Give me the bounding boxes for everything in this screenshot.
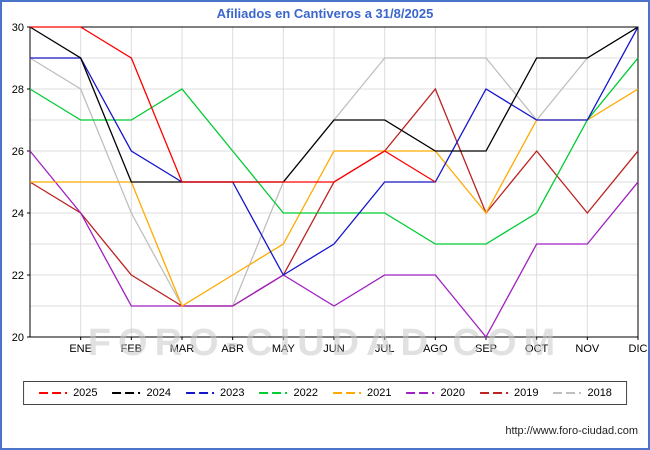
series-2022 <box>29 57 639 245</box>
x-tick-label: MAR <box>170 343 195 355</box>
legend-item-2025: 2025 <box>38 387 98 399</box>
legend-label: 2020 <box>440 387 465 399</box>
y-tick-label: 26 <box>12 146 24 158</box>
legend-item-2023: 2023 <box>185 387 245 399</box>
x-tick-label: DIC <box>629 343 648 355</box>
legend-item-2024: 2024 <box>112 387 171 399</box>
legend-label: 2021 <box>367 387 392 399</box>
x-tick-label: OCT <box>525 343 549 355</box>
series-2020 <box>29 150 639 339</box>
y-tick-label: 24 <box>12 208 24 220</box>
y-tick-label: 28 <box>12 84 24 96</box>
legend-swatch-2025 <box>39 392 68 394</box>
series-2024 <box>29 26 639 183</box>
y-tick-label: 30 <box>12 22 24 34</box>
legend-swatch-2019 <box>479 392 508 394</box>
legend-swatch-2023 <box>186 392 215 394</box>
y-tick-label: 20 <box>12 332 24 344</box>
y-tick-label: 22 <box>12 270 24 282</box>
chart-title: Afiliados en Cantiveros a 31/8/2025 <box>216 6 434 21</box>
legend-item-2021: 2021 <box>332 387 391 399</box>
x-tick-label: FEB <box>121 343 142 355</box>
legend-label: 2022 <box>293 387 318 399</box>
x-tick-label: AGO <box>423 343 448 355</box>
footer-link[interactable]: http://www.foro-ciudad.com <box>505 425 638 437</box>
x-tick-label: ABR <box>221 343 244 355</box>
legend-swatch-2024 <box>112 392 141 394</box>
legend-item-2022: 2022 <box>259 387 318 399</box>
x-tick-label: NOV <box>575 343 600 355</box>
legend: 2025 2024 2023 2022 2021 2020 2019 2018 <box>23 381 627 405</box>
legend-item-2020: 2020 <box>405 387 465 399</box>
legend-label: 2025 <box>73 387 98 399</box>
x-tick-label: SEP <box>475 343 497 355</box>
legend-swatch-2020 <box>406 392 435 394</box>
legend-swatch-2021 <box>333 392 361 394</box>
legend-swatch-2018 <box>553 392 582 394</box>
x-tick-label: MAY <box>272 343 296 355</box>
legend-item-2018: 2018 <box>552 387 612 399</box>
x-tick-label: JUN <box>323 343 344 355</box>
legend-item-2019: 2019 <box>479 387 538 399</box>
legend-label: 2024 <box>146 387 172 399</box>
legend-label: 2019 <box>513 387 539 399</box>
series-2025 <box>30 26 436 183</box>
series-2023 <box>30 26 639 276</box>
x-tick-label: ENE <box>69 343 92 355</box>
legend-label: 2018 <box>587 387 612 399</box>
legend-swatch-2022 <box>259 392 288 394</box>
x-tick-label: JUL <box>375 343 395 355</box>
legend-label: 2023 <box>220 387 245 399</box>
